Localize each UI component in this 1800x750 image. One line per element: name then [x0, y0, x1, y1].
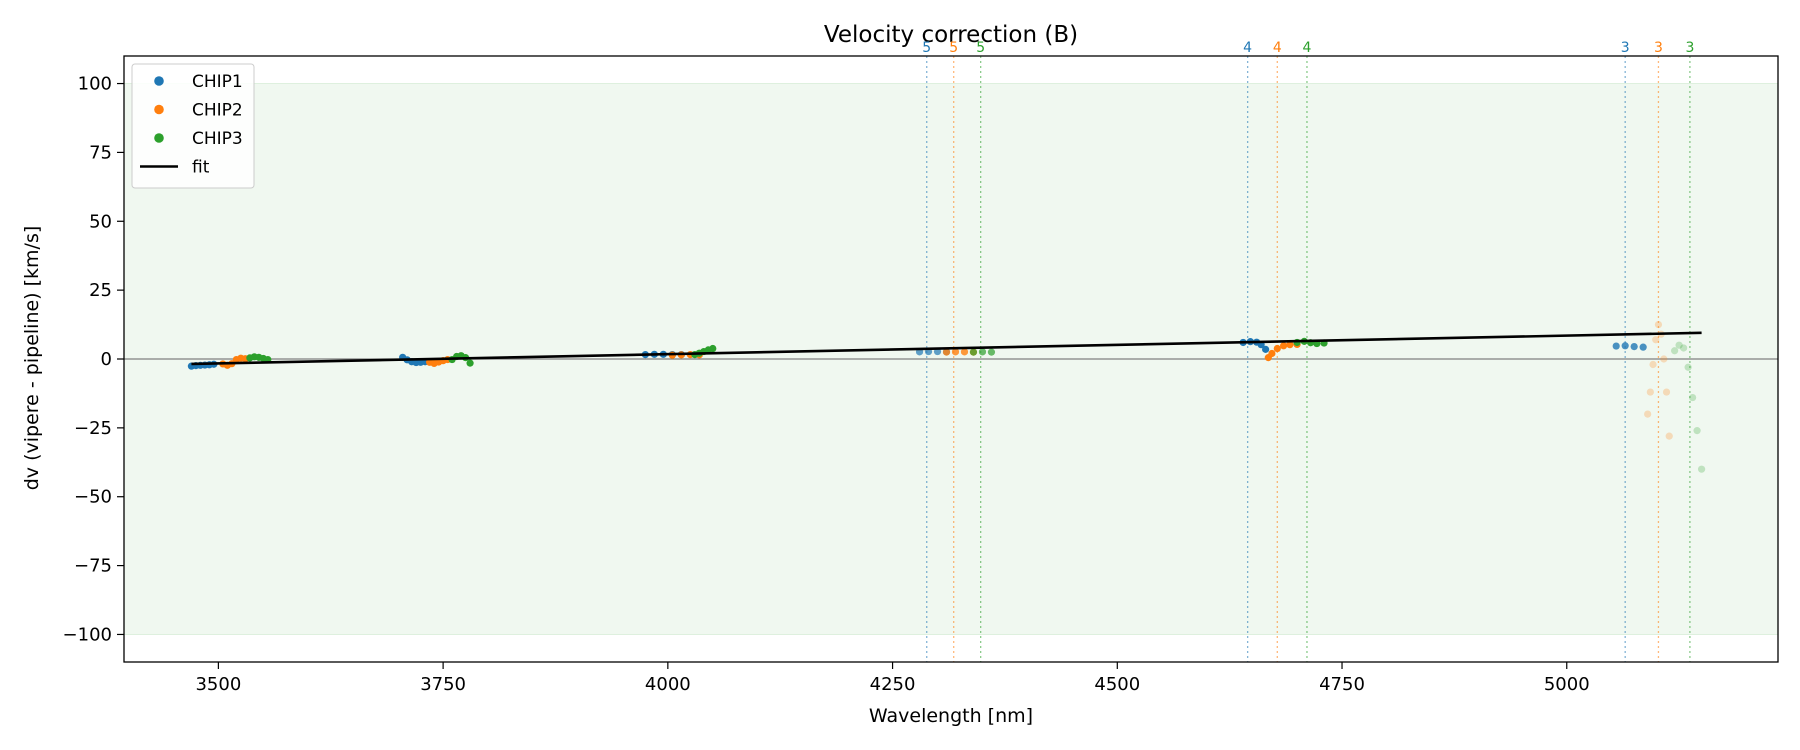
data-point-chip2 [942, 348, 951, 356]
legend-box [131, 63, 255, 189]
data-point-chip3 [1671, 347, 1679, 355]
order-label: 5 [949, 40, 958, 56]
y-tick-label: 50 [89, 211, 112, 232]
data-point-chip3 [1675, 341, 1683, 349]
data-point-chip3 [1684, 363, 1692, 371]
data-point-chip2 [1660, 355, 1668, 363]
x-tick-label: 4250 [870, 674, 916, 695]
data-point-chip3 [1680, 344, 1688, 352]
data-point-chip2 [1268, 349, 1276, 358]
data-point-chip3 [1693, 427, 1701, 435]
data-point-chip2 [1665, 432, 1673, 440]
data-point-chip3 [466, 359, 474, 367]
y-tick-label: 25 [89, 280, 112, 301]
data-point-chip2 [1644, 410, 1652, 418]
x-tick-label: 3500 [195, 674, 241, 695]
x-tick-label: 3750 [420, 674, 466, 695]
data-point-chip2 [1286, 341, 1294, 349]
x-axis-label: Wavelength [nm] [869, 705, 1033, 727]
data-point-chip2 [1279, 342, 1288, 350]
x-tick-label: 4000 [645, 674, 691, 695]
order-label: 4 [1243, 40, 1252, 56]
data-point-chip1 [1639, 343, 1647, 351]
y-tick-label: 0 [101, 349, 112, 370]
data-point-chip1 [1262, 345, 1270, 353]
legend: CHIP1 CHIP2 CHIP3 fit [131, 63, 255, 189]
plot-area: 5 5 5 4 4 4 3 3 3 3500 3750 4000 4250 4500 4750 5000 −10… [63, 40, 1779, 695]
legend-label: CHIP3 [192, 129, 243, 149]
x-tick-label: 4500 [1094, 674, 1140, 695]
legend-marker-chip3 [154, 133, 164, 143]
chart-title: Velocity correction (B) [824, 22, 1078, 48]
data-point-chip3 [1689, 393, 1697, 402]
y-tick-label: −50 [74, 487, 112, 508]
y-tick-label: 75 [89, 142, 112, 163]
order-label: 5 [922, 40, 931, 56]
data-point-chip2 [960, 348, 969, 356]
data-point-chip2 [1654, 320, 1663, 329]
legend-label: fit [192, 158, 210, 178]
y-tick-label: 100 [78, 74, 112, 95]
order-label: 3 [1654, 40, 1663, 56]
fit-line [191, 331, 1702, 366]
y-tick-label: −25 [74, 418, 112, 439]
data-point-chip2 [1662, 388, 1671, 396]
data-point-chip1 [1612, 342, 1620, 350]
data-point-chip2 [1646, 388, 1654, 396]
data-point-chip2 [951, 348, 960, 356]
data-point-chip3 [978, 348, 987, 356]
legend-marker-chip2 [154, 104, 164, 115]
data-point-chip2 [1652, 336, 1660, 344]
data-point-chip3 [969, 348, 978, 356]
legend-label: CHIP2 [192, 101, 243, 121]
data-point-chip1 [1621, 342, 1629, 350]
data-point-chip3 [709, 344, 717, 353]
data-point-chip1 [1630, 343, 1638, 351]
data-point-chip3 [987, 348, 996, 356]
data-point-chip2 [1649, 360, 1657, 369]
order-label: 3 [1621, 40, 1630, 56]
y-tick-label: −75 [74, 556, 112, 577]
order-label: 5 [976, 40, 985, 56]
data-point-chip3 [1697, 465, 1706, 473]
order-label: 3 [1685, 40, 1694, 56]
x-tick-label: 5000 [1544, 674, 1590, 695]
legend-label: CHIP1 [192, 72, 243, 92]
y-axis-label: dv (vipere - pipeline) [km/s] [21, 226, 43, 491]
order-label: 4 [1303, 40, 1312, 56]
y-tick-label: −100 [63, 624, 112, 645]
legend-marker-chip1 [154, 76, 164, 86]
x-tick-label: 4750 [1319, 674, 1365, 695]
data-point-chip2 [1273, 344, 1281, 353]
order-label: 4 [1273, 40, 1282, 56]
